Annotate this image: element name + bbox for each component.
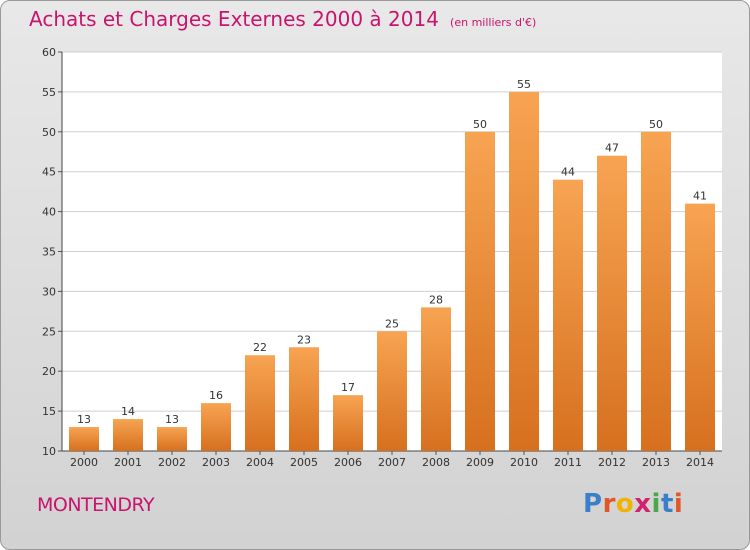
bar-value-label: 22 <box>253 341 267 354</box>
y-tick-label: 45 <box>42 166 56 179</box>
bar-value-label: 23 <box>297 333 311 346</box>
bar-value-label: 50 <box>649 118 663 131</box>
y-tick-label: 20 <box>42 365 56 378</box>
x-tick-label: 2008 <box>422 456 450 469</box>
x-tick-label: 2009 <box>466 456 494 469</box>
bar-value-label: 14 <box>121 405 135 418</box>
bar-value-label: 28 <box>429 293 443 306</box>
bar <box>245 355 275 451</box>
x-tick-label: 2001 <box>114 456 142 469</box>
x-tick-label: 2012 <box>598 456 626 469</box>
bar <box>377 331 407 451</box>
y-tick-label: 10 <box>42 445 56 458</box>
logo-letter: i <box>651 489 661 519</box>
x-tick-label: 2011 <box>554 456 582 469</box>
y-tick-label: 60 <box>42 46 56 59</box>
bar-value-label: 16 <box>209 389 223 402</box>
commune-name: MONTENDRY <box>37 494 155 516</box>
bar <box>641 131 671 452</box>
bar <box>289 347 319 451</box>
chart-title: Achats et Charges Externes 2000 à 2014 (… <box>29 7 536 31</box>
bar <box>509 91 539 452</box>
logo-letter: P <box>583 489 603 519</box>
x-tick-label: 2014 <box>686 456 714 469</box>
x-tick-label: 2005 <box>290 456 318 469</box>
x-tick-label: 2007 <box>378 456 406 469</box>
logo-letter: r <box>602 489 616 519</box>
bar-value-label: 41 <box>693 190 707 203</box>
bar-value-label: 44 <box>561 166 575 179</box>
bar <box>553 179 583 451</box>
y-tick-label: 25 <box>42 325 56 338</box>
bar-value-label: 55 <box>517 78 531 91</box>
bar <box>69 427 99 451</box>
bar <box>597 155 627 452</box>
bar <box>113 419 143 451</box>
y-tick-label: 50 <box>42 126 56 139</box>
bar-value-label: 17 <box>341 381 355 394</box>
y-tick-label: 40 <box>42 206 56 219</box>
logo-letter: x <box>634 489 652 519</box>
chart-unit: (en milliers d'€) <box>450 16 537 29</box>
y-tick-label: 15 <box>42 405 56 418</box>
y-tick-label: 35 <box>42 246 56 259</box>
x-tick-label: 2002 <box>158 456 186 469</box>
bar <box>333 395 363 451</box>
chart-title-text: Achats et Charges Externes 2000 à 2014 <box>29 7 439 31</box>
logo-letter: i <box>673 489 684 519</box>
bar <box>421 307 451 451</box>
proxiti-logo: Proxiti <box>583 489 683 519</box>
x-tick-label: 2010 <box>510 456 538 469</box>
logo-letter: t <box>660 489 674 519</box>
bar-value-label: 13 <box>165 413 179 426</box>
x-tick-label: 2013 <box>642 456 670 469</box>
bar <box>157 427 187 451</box>
bar-value-label: 13 <box>77 413 91 426</box>
bar-value-label: 50 <box>473 118 487 131</box>
x-tick-label: 2000 <box>70 456 98 469</box>
x-tick-label: 2003 <box>202 456 230 469</box>
bar-value-label: 47 <box>605 142 619 155</box>
y-tick-label: 30 <box>42 285 56 298</box>
logo-letter: o <box>615 489 635 519</box>
x-tick-label: 2006 <box>334 456 362 469</box>
bar <box>201 403 231 451</box>
bar <box>465 131 495 452</box>
bar-value-label: 25 <box>385 317 399 330</box>
y-tick-label: 55 <box>42 86 56 99</box>
bar <box>685 203 715 451</box>
x-tick-label: 2004 <box>246 456 274 469</box>
